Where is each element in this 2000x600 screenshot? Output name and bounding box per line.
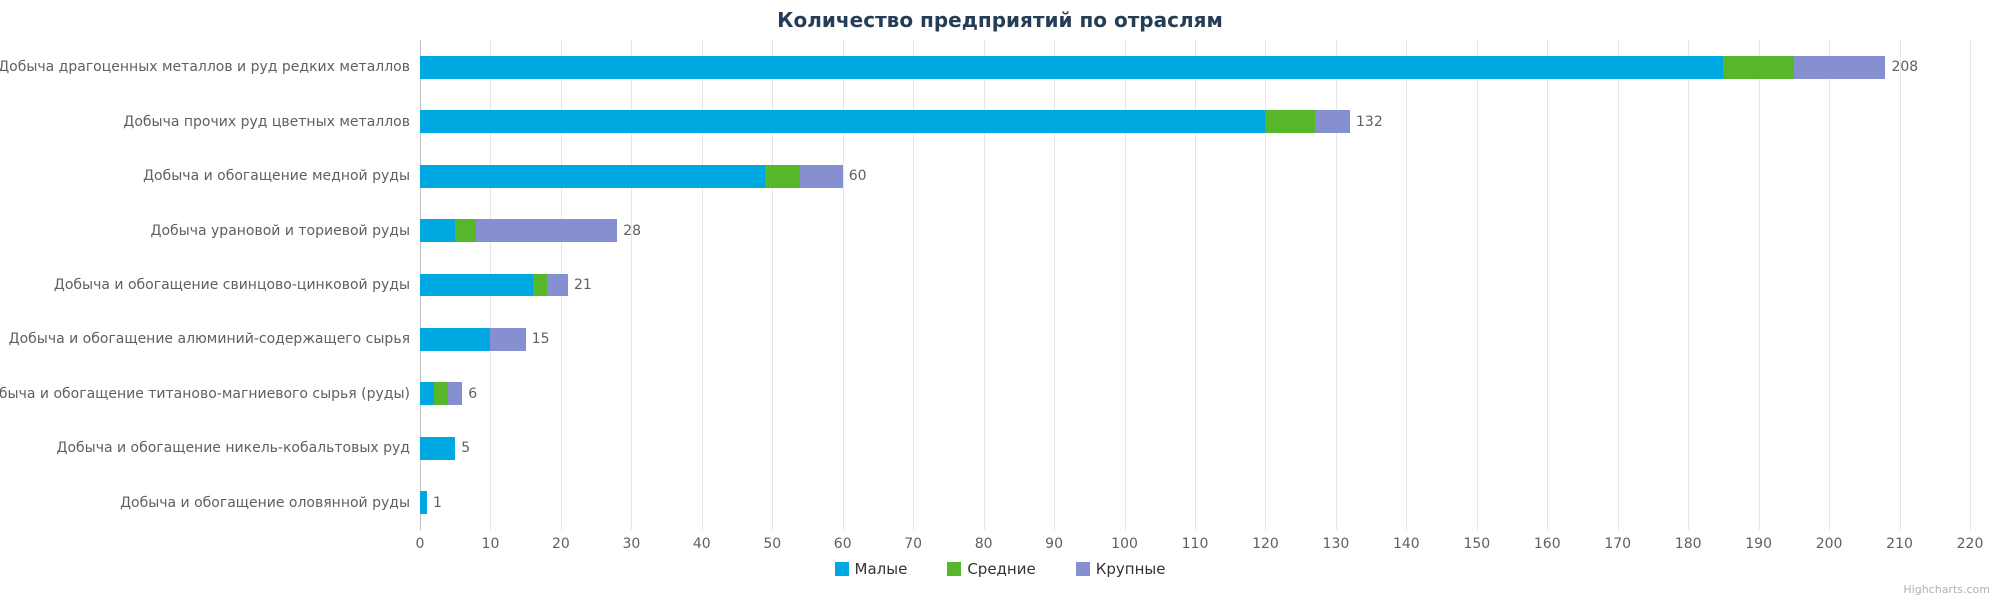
bar-total-label: 21: [574, 277, 592, 293]
bar-segment-large[interactable]: [490, 328, 525, 351]
bar-total-label: 15: [532, 331, 550, 347]
legend-label: Крупные: [1096, 560, 1166, 578]
x-axis-tick-label: 210: [1886, 536, 1913, 552]
x-axis-tick-label: 0: [416, 536, 425, 552]
bar-segment-large[interactable]: [448, 382, 462, 405]
y-axis-category-label: Добыча и обогащение титаново-магниевого …: [0, 386, 410, 402]
bar-total-label: 60: [849, 168, 867, 184]
legend-item-small[interactable]: Малые: [835, 560, 908, 578]
bar-row: 208: [420, 56, 1970, 79]
bar-segment-small[interactable]: [420, 328, 490, 351]
bar-row: 6: [420, 382, 1970, 405]
bar-segment-small[interactable]: [420, 56, 1723, 79]
x-axis-tick-label: 70: [904, 536, 922, 552]
legend-item-medium[interactable]: Средние: [947, 560, 1035, 578]
bar-segment-large[interactable]: [547, 274, 568, 297]
bar-row: 1: [420, 491, 1970, 514]
bar-segment-small[interactable]: [420, 110, 1265, 133]
bar-segment-small[interactable]: [420, 165, 765, 188]
legend-label: Средние: [967, 560, 1035, 578]
x-axis-tick-label: 40: [693, 536, 711, 552]
x-axis-tick-label: 140: [1393, 536, 1420, 552]
x-axis-tick-label: 60: [834, 536, 852, 552]
x-axis-tick-label: 120: [1252, 536, 1279, 552]
bar-segment-small[interactable]: [420, 382, 434, 405]
bar-segment-medium[interactable]: [533, 274, 547, 297]
x-axis-tick-label: 80: [975, 536, 993, 552]
legend-swatch-icon: [835, 562, 849, 576]
x-axis-tick-label: 130: [1323, 536, 1350, 552]
x-axis-tick-label: 160: [1534, 536, 1561, 552]
bar-segment-small[interactable]: [420, 274, 533, 297]
y-axis-category-label: Добыча и обогащение алюминий-содержащего…: [9, 331, 410, 347]
y-axis-category-label: Добыча прочих руд цветных металлов: [123, 114, 410, 130]
bar-row: 60: [420, 165, 1970, 188]
x-axis-tick-label: 170: [1604, 536, 1631, 552]
bar-total-label: 208: [1891, 59, 1918, 75]
chart-title: Количество предприятий по отраслям: [0, 8, 2000, 32]
chart-container: Количество предприятий по отраслям 0 10 20…: [0, 0, 2000, 600]
y-axis-category-label: Добыча и обогащение свинцово-цинковой ру…: [54, 277, 410, 293]
x-axis-tick-label: 20: [552, 536, 570, 552]
bar-total-label: 6: [468, 386, 477, 402]
legend-swatch-icon: [947, 562, 961, 576]
x-axis-tick-label: 100: [1111, 536, 1138, 552]
x-axis-tick-label: 190: [1745, 536, 1772, 552]
y-axis-category-label: Добыча драгоценных металлов и руд редких…: [0, 59, 410, 75]
x-axis-tick-label: 150: [1463, 536, 1490, 552]
x-axis-tick-label: 110: [1182, 536, 1209, 552]
gridline: [1970, 40, 1971, 530]
bar-segment-small[interactable]: [420, 491, 427, 514]
legend: Малые Средние Крупные: [0, 560, 2000, 578]
x-axis-tick-label: 10: [482, 536, 500, 552]
bar-row: 5: [420, 437, 1970, 460]
bar-total-label: 132: [1356, 114, 1383, 130]
x-axis-tick-label: 30: [622, 536, 640, 552]
legend-item-large[interactable]: Крупные: [1076, 560, 1166, 578]
bar-segment-medium[interactable]: [434, 382, 448, 405]
x-axis-tick-label: 50: [763, 536, 781, 552]
y-axis-category-label: Добыча и обогащение медной руды: [143, 168, 410, 184]
bar-total-label: 5: [461, 440, 470, 456]
bar-segment-large[interactable]: [1315, 110, 1350, 133]
bar-segment-large[interactable]: [1794, 56, 1886, 79]
bar-segment-small[interactable]: [420, 219, 455, 242]
bar-row: 15: [420, 328, 1970, 351]
y-axis-category-label: Добыча и обогащение никель-кобальтовых р…: [57, 440, 410, 456]
legend-label: Малые: [855, 560, 908, 578]
bar-segment-medium[interactable]: [765, 165, 800, 188]
bar-segment-small[interactable]: [420, 437, 455, 460]
x-axis-tick-label: 180: [1675, 536, 1702, 552]
bar-row: 21: [420, 274, 1970, 297]
bar-row: 132: [420, 110, 1970, 133]
bar-segment-large[interactable]: [800, 165, 842, 188]
credits-label[interactable]: Highcharts.com: [1903, 583, 1990, 596]
y-axis-category-label: Добыча и обогащение оловянной руды: [120, 495, 410, 511]
bar-segment-large[interactable]: [476, 219, 617, 242]
bar-total-label: 1: [433, 495, 442, 511]
legend-swatch-icon: [1076, 562, 1090, 576]
x-axis-tick-label: 90: [1045, 536, 1063, 552]
bar-segment-medium[interactable]: [1265, 110, 1314, 133]
x-axis-tick-label: 220: [1957, 536, 1984, 552]
bar-row: 28: [420, 219, 1970, 242]
x-axis-tick-label: 200: [1816, 536, 1843, 552]
bar-segment-medium[interactable]: [1723, 56, 1793, 79]
plot-area: 0102030405060708090100110120130140150160…: [420, 40, 1970, 530]
bar-segment-medium[interactable]: [455, 219, 476, 242]
y-axis-category-label: Добыча урановой и ториевой руды: [151, 223, 410, 239]
bar-total-label: 28: [623, 223, 641, 239]
